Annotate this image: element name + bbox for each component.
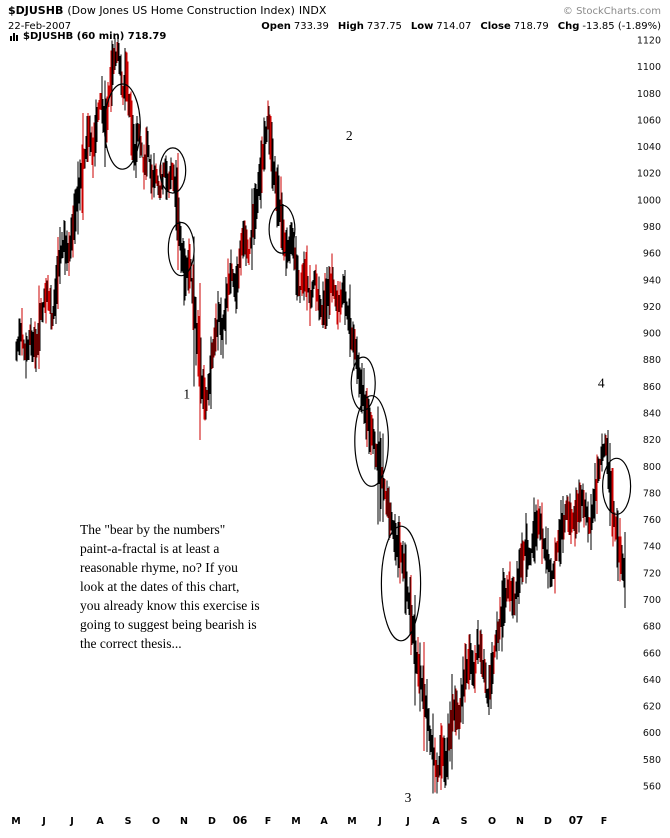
x-axis-label: O bbox=[152, 816, 160, 827]
x-axis-label: M bbox=[347, 816, 356, 827]
annotation-ellipse bbox=[601, 457, 632, 515]
annotation-ellipse bbox=[159, 147, 187, 194]
x-axis-label: J bbox=[377, 816, 382, 827]
y-axis-label: 660 bbox=[643, 648, 661, 659]
high-value: 737.75 bbox=[366, 21, 402, 32]
annotation-ellipse bbox=[350, 356, 376, 411]
y-axis-label: 1040 bbox=[637, 142, 661, 153]
y-axis-label: 620 bbox=[643, 702, 661, 713]
chg-label: Chg bbox=[557, 21, 580, 32]
annotation-number: 2 bbox=[346, 128, 353, 143]
price-bars-black bbox=[15, 38, 626, 794]
y-axis-label: 1100 bbox=[637, 62, 661, 73]
copyright-label: © StockCharts.com bbox=[562, 6, 661, 17]
title-line: $DJUSHB (Dow Jones US Home Construction … bbox=[8, 5, 661, 18]
y-axis-label: 1020 bbox=[637, 169, 661, 180]
exchange-code: INDX bbox=[298, 4, 327, 17]
y-axis-label: 700 bbox=[643, 595, 661, 606]
y-axis-label: 840 bbox=[643, 409, 661, 420]
x-axis-label: J bbox=[405, 816, 410, 827]
y-axis-label: 860 bbox=[643, 382, 661, 393]
x-axis-label: O bbox=[488, 816, 496, 827]
close-value: 718.79 bbox=[513, 21, 549, 32]
index-name: (Dow Jones US Home Construction Index) bbox=[67, 4, 295, 17]
annotation-ellipse bbox=[268, 204, 296, 254]
x-axis-label: A bbox=[432, 816, 440, 827]
y-axis-label: 900 bbox=[643, 329, 661, 340]
low-label: Low bbox=[410, 21, 434, 32]
y-axis-label: 740 bbox=[643, 542, 661, 553]
y-axis-label: 560 bbox=[643, 782, 661, 793]
annotation-number: 1 bbox=[183, 386, 190, 401]
x-axis-label: A bbox=[96, 816, 104, 827]
quote-low: Low 714.07 bbox=[411, 21, 471, 33]
y-axis-label: 1060 bbox=[637, 115, 661, 126]
price-bars-red bbox=[21, 42, 622, 793]
x-axis-label: 06 bbox=[233, 815, 248, 827]
y-axis-label: 600 bbox=[643, 728, 661, 739]
annotation-number: 4 bbox=[598, 376, 605, 391]
quote-change: Chg -13.85 (-1.89%) bbox=[558, 21, 661, 33]
close-label: Close bbox=[480, 21, 511, 32]
y-axis-label: 580 bbox=[643, 755, 661, 766]
y-axis-label: 940 bbox=[643, 275, 661, 286]
x-axis-label: 07 bbox=[569, 815, 584, 827]
x-axis-label: D bbox=[544, 816, 552, 827]
open-value: 733.39 bbox=[293, 21, 329, 32]
chart-header: $DJUSHB (Dow Jones US Home Construction … bbox=[8, 5, 661, 33]
x-axis-label: N bbox=[516, 816, 524, 827]
x-axis-label: S bbox=[461, 816, 468, 827]
y-axis-label: 820 bbox=[643, 435, 661, 446]
x-axis-label: N bbox=[180, 816, 188, 827]
y-axis-label: 780 bbox=[643, 488, 661, 499]
open-label: Open bbox=[261, 21, 291, 32]
y-axis-label: 640 bbox=[643, 675, 661, 686]
legend-text: $DJUSHB (60 min) 718.79 bbox=[23, 31, 167, 42]
legend-chart-icon bbox=[10, 32, 19, 41]
x-axis-label: D bbox=[208, 816, 216, 827]
y-axis-label: 960 bbox=[643, 249, 661, 260]
x-axis-label: A bbox=[320, 816, 328, 827]
chart-legend: $DJUSHB (60 min) 718.79 bbox=[10, 31, 166, 42]
annotation-ellipse bbox=[167, 221, 195, 277]
x-axis-label: J bbox=[41, 816, 46, 827]
low-value: 714.07 bbox=[436, 21, 472, 32]
quote-open: Open 733.39 bbox=[261, 21, 329, 33]
quote-date: 22-Feb-2007 bbox=[8, 21, 72, 32]
y-axis-label: 1000 bbox=[637, 195, 661, 206]
symbol: $DJUSHB bbox=[8, 4, 64, 17]
x-axis-label: M bbox=[11, 816, 20, 827]
chg-value: -13.85 (-1.89%) bbox=[582, 21, 661, 32]
quote-line: 22-Feb-2007 Open 733.39 High 737.75 Low 714… bbox=[8, 21, 661, 33]
y-axis-label: 980 bbox=[643, 222, 661, 233]
y-axis-label: 760 bbox=[643, 515, 661, 526]
x-axis-label: M bbox=[291, 816, 300, 827]
annotation-ellipse bbox=[354, 395, 390, 487]
quote-values: Open 733.39 High 737.75 Low 714.07 Close 718… bbox=[261, 21, 661, 33]
y-axis-label: 720 bbox=[643, 568, 661, 579]
quote-high: High 737.75 bbox=[338, 21, 402, 33]
x-axis-label: J bbox=[69, 816, 74, 827]
y-axis-label: 1120 bbox=[637, 36, 661, 47]
high-label: High bbox=[337, 21, 364, 32]
annotation-ellipse bbox=[103, 83, 141, 170]
x-axis-label: F bbox=[601, 816, 608, 827]
annotation-number: 3 bbox=[405, 790, 412, 805]
y-axis-label: 800 bbox=[643, 462, 661, 473]
annotation-note: The "bear by the numbers" paint-a-fracta… bbox=[80, 522, 260, 651]
y-axis-label: 680 bbox=[643, 622, 661, 633]
x-axis-label: S bbox=[125, 816, 132, 827]
quote-close: Close 718.79 bbox=[480, 21, 548, 33]
x-axis-label: F bbox=[265, 816, 272, 827]
annotation-ellipse bbox=[380, 525, 422, 642]
y-axis-label: 1080 bbox=[637, 89, 661, 100]
y-axis-label: 880 bbox=[643, 355, 661, 366]
y-axis-label: 920 bbox=[643, 302, 661, 313]
